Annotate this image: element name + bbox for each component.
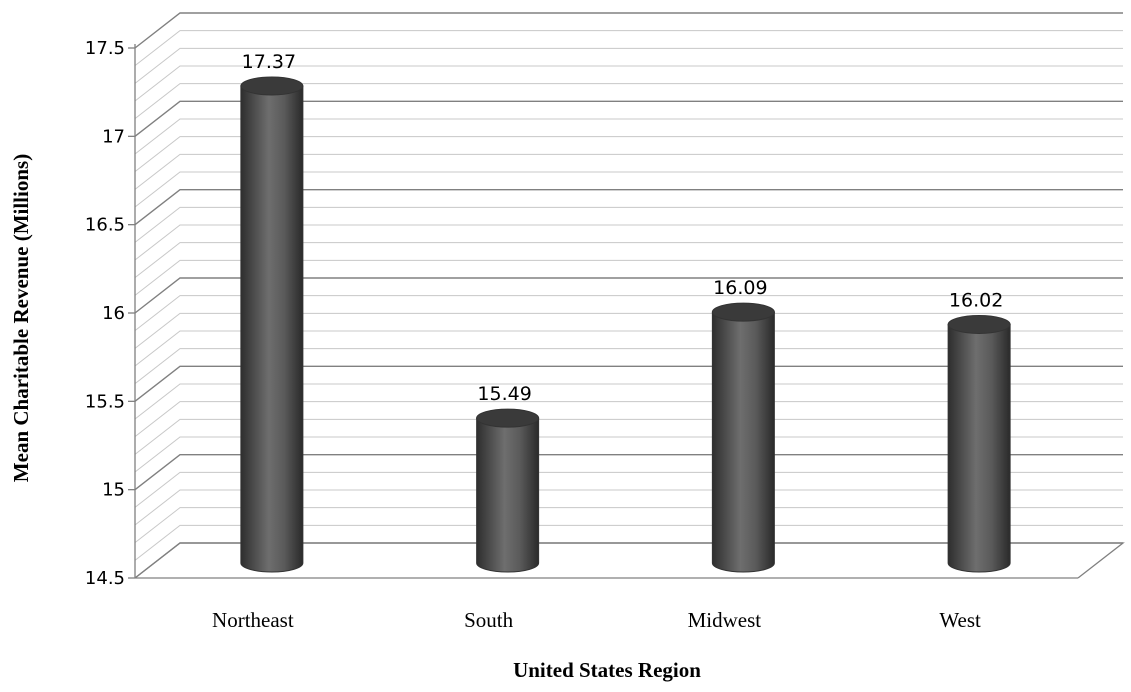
gridline-minor [134, 401, 1123, 438]
gridline-minor [134, 136, 1123, 173]
gridline-minor [134, 259, 1123, 296]
gridline-minor [134, 83, 1123, 120]
gridline-minor [134, 524, 1123, 561]
gridline-minor [134, 330, 1123, 367]
data-label: 16.09 [713, 277, 767, 299]
gridline-major [134, 453, 1123, 491]
bar-body [711, 311, 775, 573]
axes [128, 44, 1125, 579]
data-label: 17.37 [242, 51, 296, 73]
floor-plane [134, 542, 1125, 579]
x-axis-title: United States Region [513, 658, 701, 682]
bar-top [240, 76, 304, 96]
gridline-minor [134, 507, 1123, 544]
gridline-minor [134, 418, 1123, 455]
y-tick-label: 17.5 [85, 38, 125, 59]
gridline-minor [134, 206, 1123, 243]
data-label: 16.02 [949, 289, 1003, 311]
bar-body [947, 323, 1011, 573]
gridline-minor [134, 471, 1123, 508]
bar-body [240, 85, 304, 573]
gridline-minor [134, 224, 1123, 261]
gridline-minor [134, 348, 1123, 385]
x-tick-label: Midwest [688, 608, 762, 632]
y-tick-label: 16.5 [85, 215, 125, 236]
gridline-major [134, 100, 1123, 137]
y-tick-label: 17 [102, 126, 125, 147]
gridline-minor [134, 242, 1123, 279]
bar-top [711, 302, 775, 322]
gridline-minor [134, 47, 1123, 84]
y-tick-label: 15.5 [85, 391, 125, 412]
bar-top [947, 314, 1011, 334]
bar-northeast [240, 76, 304, 573]
x-tick-label: Northeast [212, 608, 294, 632]
bar-midwest [711, 302, 775, 573]
data-label: 15.49 [477, 383, 531, 405]
gridline-major [134, 188, 1123, 226]
gridline-minor [134, 171, 1123, 208]
gridline-minor [134, 295, 1123, 332]
y-tick-label: 14.5 [85, 568, 125, 589]
x-tick-label: South [464, 608, 514, 632]
labels: 14.5 15 15.5 16 16.5 17 17.5 17.37 Northeast 15.4… [85, 38, 1003, 632]
y-tick-label: 16 [102, 303, 125, 324]
y-axis-title: Mean Charitable Revenue (Millions) [9, 154, 33, 482]
gridline-major [134, 365, 1123, 402]
gridline-major [134, 277, 1123, 314]
gridline-minor [134, 118, 1123, 155]
gridline-minor [134, 30, 1123, 67]
bar-west [947, 314, 1011, 573]
gridline-major [134, 12, 1123, 49]
bar-top [476, 408, 540, 428]
gridline-minor [134, 383, 1123, 420]
bar-body [476, 417, 540, 573]
gridline-minor [134, 489, 1123, 526]
bars [240, 76, 1011, 573]
gridline-minor [134, 436, 1123, 473]
bar-south [476, 408, 540, 573]
gridline-minor [134, 153, 1123, 190]
y-tick-label: 15 [102, 480, 125, 501]
gridline-minor [134, 312, 1123, 349]
gridline-minor [134, 65, 1123, 102]
gridlines [134, 12, 1123, 579]
x-tick-label: West [939, 608, 981, 632]
